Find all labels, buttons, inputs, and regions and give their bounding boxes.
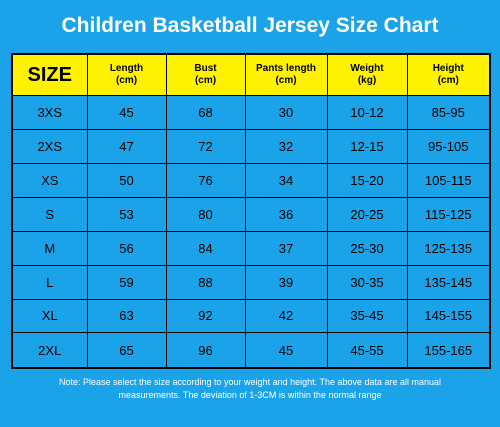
column-header-unit: (cm) xyxy=(437,75,459,86)
cell-pants-length: 39 xyxy=(244,264,328,300)
cell-height: 125-135 xyxy=(406,230,491,266)
table-row: 3XS 45 68 30 10-12 85-95 xyxy=(11,95,491,130)
cell-size: L xyxy=(11,264,88,300)
size-table: SIZE Length (cm) Bust (cm) Pants length … xyxy=(11,53,491,369)
cell-length: 65 xyxy=(86,332,167,369)
cell-bust: 84 xyxy=(165,230,246,266)
cell-bust: 96 xyxy=(165,332,246,369)
cell-pants-length: 34 xyxy=(244,162,328,198)
cell-length: 53 xyxy=(86,196,167,232)
cell-height: 105-115 xyxy=(406,162,491,198)
size-note: Note: Please select the size according t… xyxy=(12,376,488,402)
cell-height: 95-105 xyxy=(406,128,491,164)
cell-weight: 20-25 xyxy=(326,196,408,232)
cell-length: 56 xyxy=(86,230,167,266)
cell-size: 2XS xyxy=(11,128,88,164)
note-line: Note: Please select the size according t… xyxy=(58,377,442,387)
column-header-label: SIZE xyxy=(27,64,72,86)
cell-bust: 92 xyxy=(165,298,246,334)
column-header-unit: (cm) xyxy=(275,75,297,86)
cell-size: 3XS xyxy=(11,95,88,130)
column-header-bust: Bust (cm) xyxy=(165,53,246,96)
cell-pants-length: 37 xyxy=(244,230,328,266)
cell-bust: 76 xyxy=(165,162,246,198)
cell-size: XS xyxy=(11,162,88,198)
column-header-weight: Weight (kg) xyxy=(326,53,408,96)
cell-size: M xyxy=(11,230,88,266)
column-header-unit: (kg) xyxy=(357,75,377,86)
cell-length: 47 xyxy=(86,128,167,164)
column-header-label: Weight xyxy=(350,63,384,74)
column-header-unit: (cm) xyxy=(194,75,217,86)
cell-weight: 30-35 xyxy=(326,264,408,300)
cell-weight: 12-15 xyxy=(326,128,408,164)
column-header-label: Length xyxy=(109,63,144,74)
column-header-unit: (cm) xyxy=(115,75,138,86)
table-row: 2XL 65 96 45 45-55 155-165 xyxy=(11,332,491,369)
cell-pants-length: 32 xyxy=(244,128,328,164)
table-header-row: SIZE Length (cm) Bust (cm) Pants length … xyxy=(11,53,491,96)
note-line: measurements. The deviation of 1-3CM is … xyxy=(118,390,382,400)
table-row: L 59 88 39 30-35 135-145 xyxy=(11,264,491,300)
cell-height: 145-155 xyxy=(406,298,491,334)
cell-bust: 80 xyxy=(165,196,246,232)
table-row: S 53 80 36 20-25 115-125 xyxy=(11,196,491,232)
cell-weight: 25-30 xyxy=(326,230,408,266)
cell-height: 115-125 xyxy=(406,196,491,232)
cell-length: 45 xyxy=(86,95,167,130)
cell-length: 50 xyxy=(86,162,167,198)
column-header-label: Bust xyxy=(194,63,217,74)
cell-height: 155-165 xyxy=(406,332,491,369)
cell-pants-length: 42 xyxy=(244,298,328,334)
column-header-pants-length: Pants length (cm) xyxy=(244,53,328,96)
cell-pants-length: 30 xyxy=(244,95,328,130)
cell-height: 85-95 xyxy=(406,95,491,130)
table-row: XS 50 76 34 15-20 105-115 xyxy=(11,162,491,198)
cell-length: 63 xyxy=(86,298,167,334)
column-header-label: Height xyxy=(432,63,464,74)
cell-length: 59 xyxy=(86,264,167,300)
cell-size: S xyxy=(11,196,88,232)
table-row: M 56 84 37 25-30 125-135 xyxy=(11,230,491,266)
cell-bust: 72 xyxy=(165,128,246,164)
cell-weight: 10-12 xyxy=(326,95,408,130)
cell-bust: 88 xyxy=(165,264,246,300)
cell-weight: 15-20 xyxy=(326,162,408,198)
column-header-size: SIZE xyxy=(11,53,88,96)
column-header-length: Length (cm) xyxy=(86,53,167,96)
cell-weight: 35-45 xyxy=(326,298,408,334)
cell-weight: 45-55 xyxy=(326,332,408,369)
chart-title: Children Basketball Jersey Size Chart xyxy=(61,14,439,37)
table-row: 2XS 47 72 32 12-15 95-105 xyxy=(11,128,491,164)
table-row: XL 63 92 42 35-45 145-155 xyxy=(11,298,491,334)
cell-pants-length: 45 xyxy=(244,332,328,369)
cell-height: 135-145 xyxy=(406,264,491,300)
column-header-label: Pants length xyxy=(255,63,316,74)
cell-size: XL xyxy=(11,298,88,334)
cell-size: 2XL xyxy=(11,332,88,369)
cell-bust: 68 xyxy=(165,95,246,130)
cell-pants-length: 36 xyxy=(244,196,328,232)
column-header-height: Height (cm) xyxy=(406,53,491,96)
